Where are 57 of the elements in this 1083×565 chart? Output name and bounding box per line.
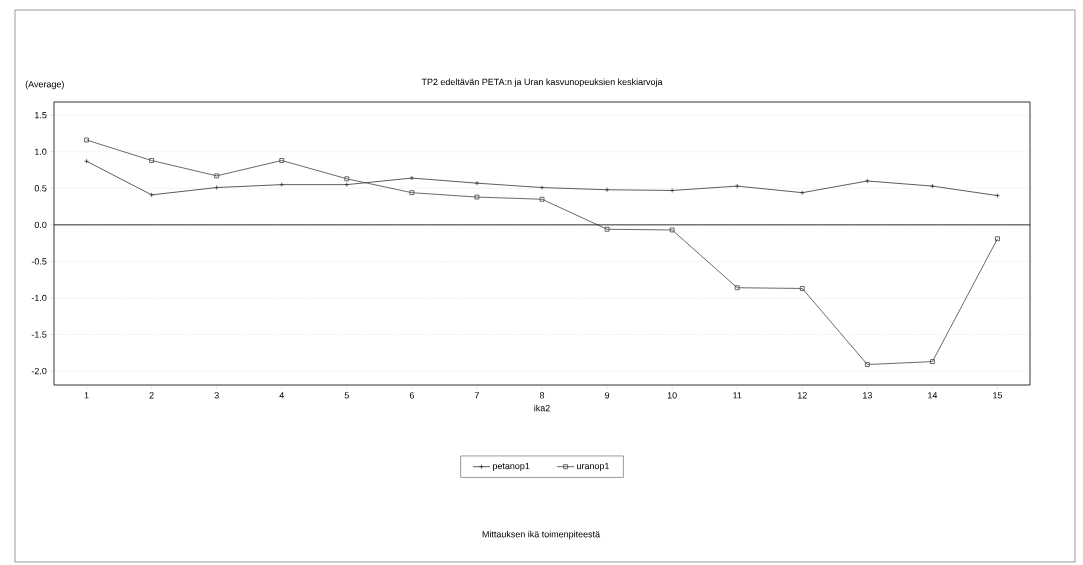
x-tick-label: 14 <box>928 392 938 399</box>
point <box>344 176 350 182</box>
y-tick-label: 0.0 <box>34 221 47 229</box>
legend-label: petanop1 <box>492 462 530 471</box>
point <box>734 183 740 189</box>
point <box>409 190 415 196</box>
point <box>930 183 935 189</box>
point <box>799 286 805 291</box>
x-tick-label: 5 <box>344 392 349 399</box>
x-tick-label: 1 <box>84 392 89 399</box>
point <box>214 173 220 179</box>
y-axis-title: (Average) <box>25 80 64 90</box>
x-tick-label: 4 <box>279 392 284 399</box>
y-tick-label: 1.5 <box>35 112 47 119</box>
point <box>799 190 805 196</box>
point <box>279 158 285 163</box>
point <box>149 192 154 198</box>
point <box>474 180 480 186</box>
x-tick-label: 11 <box>733 392 742 399</box>
y-tick-label: 1.0 <box>35 148 47 155</box>
point <box>864 362 870 367</box>
x-tick-label: 13 <box>863 392 872 399</box>
x-tick-label: 3 <box>214 392 219 399</box>
point <box>149 158 154 163</box>
x-tick-label: 10 <box>667 392 677 399</box>
point <box>604 187 610 193</box>
x-tick-label: 7 <box>474 392 479 399</box>
point <box>864 178 870 184</box>
y-tick-label: 0.5 <box>34 185 47 192</box>
point <box>539 185 545 190</box>
x-tick-label: 12 <box>797 392 807 399</box>
legend-label: uranop1 <box>577 462 609 471</box>
y-tick-label: -2.0 <box>31 367 47 375</box>
text: Mittauksen ikä toimenpiteestä <box>482 530 601 540</box>
point <box>995 236 1000 242</box>
y-tick-label: -0.5 <box>31 258 47 265</box>
point <box>344 182 350 188</box>
point <box>604 226 610 232</box>
point <box>669 188 675 193</box>
y-tick-label: -1.0 <box>31 294 47 302</box>
point <box>669 227 675 233</box>
point <box>214 185 220 190</box>
x-tick-label: 2 <box>149 392 154 399</box>
point <box>734 285 740 291</box>
x-tick-label: 6 <box>409 392 414 399</box>
chart-title: TP2 edeltävän PETA:n ja Uran kasvunopeuksien keskiarvoja <box>421 78 663 87</box>
point <box>474 194 480 200</box>
x-axis-title: ika2 <box>534 404 550 412</box>
y-tick-label: -1.5 <box>31 331 47 338</box>
point <box>930 359 935 364</box>
x-tick-label: 15 <box>993 392 1003 399</box>
x-tick-label: 9 <box>605 392 610 399</box>
point <box>409 175 415 181</box>
point <box>279 182 285 188</box>
point <box>84 137 89 143</box>
point <box>539 196 545 202</box>
x-tick-label: 8 <box>539 392 545 399</box>
